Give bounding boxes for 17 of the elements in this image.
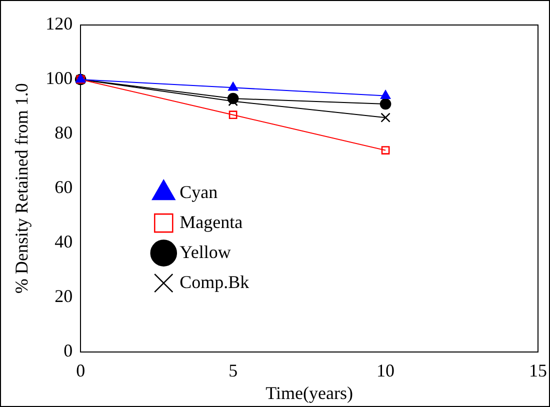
x-tick-label: 10 xyxy=(376,360,395,380)
y-tick-label: 100 xyxy=(46,68,73,88)
y-tick-label: 0 xyxy=(64,340,73,361)
legend-label: Cyan xyxy=(180,182,218,202)
y-tick-label: 80 xyxy=(54,122,73,143)
y-tick-label: 40 xyxy=(54,232,73,252)
legend-label: Yellow xyxy=(180,242,231,262)
legend-label: Magenta xyxy=(180,212,243,232)
x-tick-label: 5 xyxy=(228,360,238,380)
y-tick-label: 120 xyxy=(46,14,73,34)
legend-label: Comp.Bk xyxy=(180,272,250,292)
y-tick-label: 20 xyxy=(54,286,73,306)
x-axis-title: Time(years) xyxy=(266,382,353,403)
x-tick-label: 15 xyxy=(529,360,547,380)
x-tick-label: 0 xyxy=(76,360,86,380)
y-axis-title: % Density Retained from 1.0 xyxy=(12,83,32,294)
y-tick-label: 60 xyxy=(54,177,73,198)
